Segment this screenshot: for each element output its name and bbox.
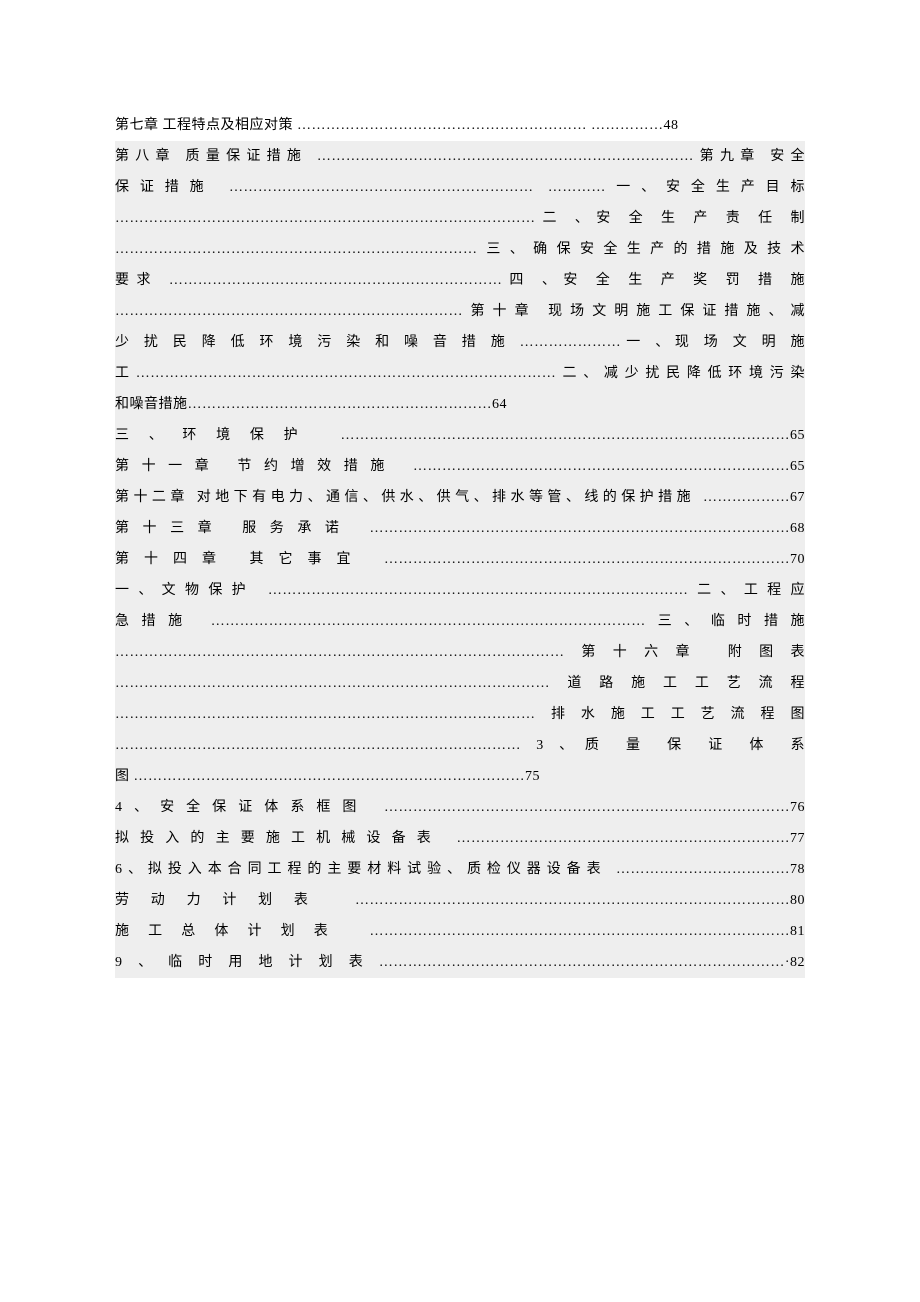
toc-entry: 急措施 ………………………………………………………………………………三、临时措施 bbox=[115, 606, 805, 637]
toc-entry: …………………………………………………………………………………第十六章 附图表 bbox=[115, 637, 805, 668]
toc-entry: 保证措施 ……………………………………………………… …………一、安全生产目标 bbox=[115, 172, 805, 203]
toc-entry: 第十二章 对地下有电力、通信、供水、供气、排水等管、线的保护措施 ………………6… bbox=[115, 482, 805, 513]
toc-entry: ………………………………………………………………………… 3 、质 量 保 证 … bbox=[115, 730, 805, 761]
toc-entry: 图 ………………………………………………………………………75 bbox=[115, 761, 805, 792]
toc-entry: 第七章 工程特点及相应对策 …………………………………………………… ……………… bbox=[115, 110, 805, 141]
toc-entry: 少 扰 民 降 低 环 境 污 染 和 噪 音 措 施 …………………一 、现 … bbox=[115, 327, 805, 358]
toc-entry: 4、安全保证体系框图 …………………………………………………………………………7… bbox=[115, 792, 805, 823]
toc-entry: 和噪音措施………………………………………………………64 bbox=[115, 389, 805, 420]
toc-entry: 施工总体计划表 ……………………………………………………………………………81 bbox=[115, 916, 805, 947]
toc-entry: ………………………………………………………………第十章 现场文明施工保证措施、减 bbox=[115, 296, 805, 327]
toc-entry: 第十一章 节约增效措施 ……………………………………………………………………65 bbox=[115, 451, 805, 482]
toc-entry: 要求 ……………………………………………………………四 、安 全 生 产 奖 罚… bbox=[115, 265, 805, 296]
toc-entry: 拟投入的主要施工机械设备表 ……………………………………………………………77 bbox=[115, 823, 805, 854]
toc-entry: 三、环境保护 …………………………………………………………………………………65 bbox=[115, 420, 805, 451]
toc-entry: 第十四章 其它事宜 …………………………………………………………………………70 bbox=[115, 544, 805, 575]
toc-entry: ……………………………………………………………………………二 、安 全 生 产 … bbox=[115, 203, 805, 234]
toc-entry: 6、拟投入本合同工程的主要材料试验、质检仪器设备表 ………………………………78 bbox=[115, 854, 805, 885]
toc-entry: 第八章 质量保证措施 ……………………………………………………………………第九章… bbox=[115, 141, 805, 172]
toc-entry: 一、文物保护 ……………………………………………………………………………二、工程… bbox=[115, 575, 805, 606]
toc-entry: 9、临时用地计划表…………………………………………………………………………·82 bbox=[115, 947, 805, 978]
toc-entry: ……………………………………………………………………………排水施工工艺流程图 bbox=[115, 699, 805, 730]
toc-entry: …………………………………………………………………三、确保安全生产的措施及技术 bbox=[115, 234, 805, 265]
table-of-contents: 第七章 工程特点及相应对策 …………………………………………………… ……………… bbox=[115, 110, 805, 978]
toc-entry: 工……………………………………………………………………………二、减少扰民降低环境… bbox=[115, 358, 805, 389]
toc-entry: 第十三章 服务承诺 ……………………………………………………………………………6… bbox=[115, 513, 805, 544]
toc-entry: ………………………………………………………………………………道路施工工艺流程 bbox=[115, 668, 805, 699]
toc-entry: 劳动力计划表 ………………………………………………………………………………80 bbox=[115, 885, 805, 916]
